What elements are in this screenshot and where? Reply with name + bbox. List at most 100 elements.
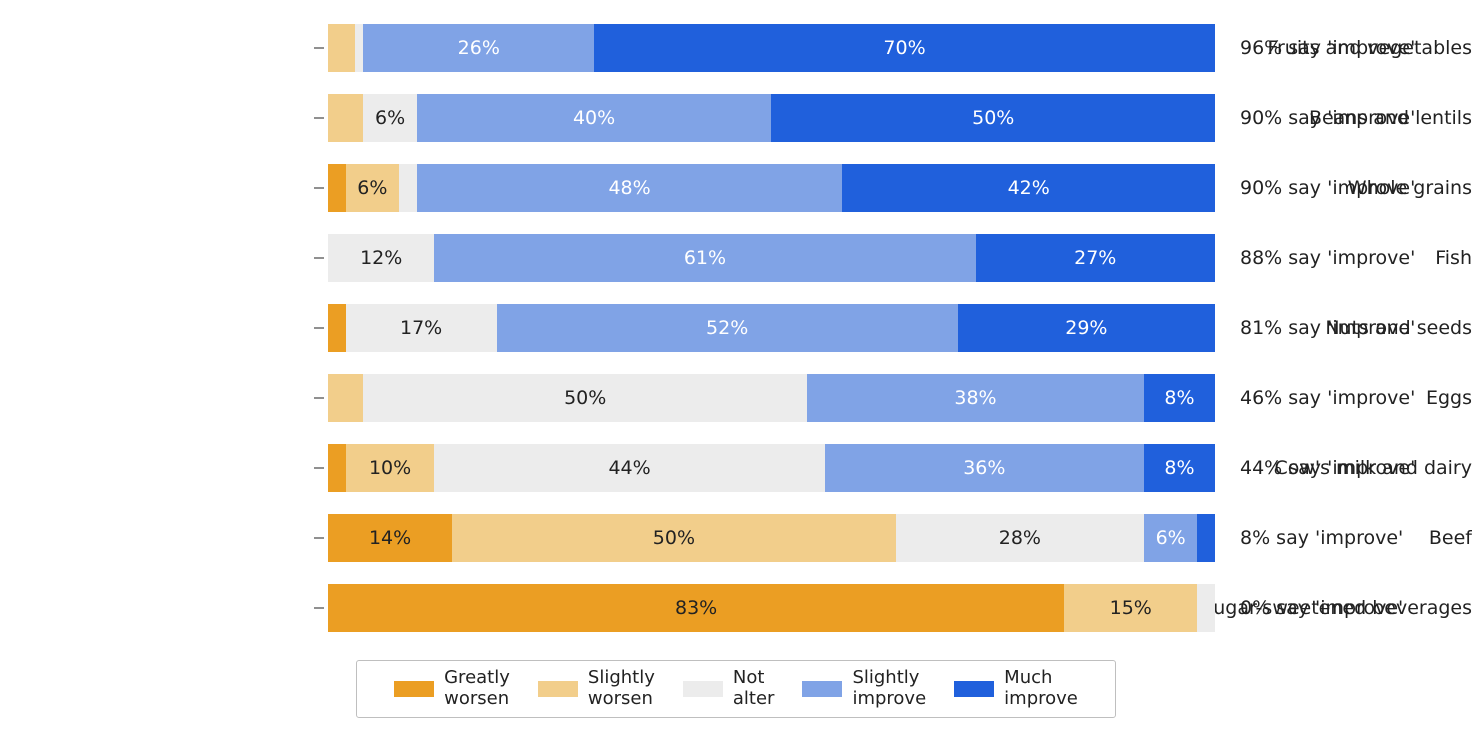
legend-label: Muchimprove bbox=[1004, 668, 1078, 709]
bar: 17% 52% 29% bbox=[328, 304, 1215, 352]
bar-segment-greatly_worsen bbox=[328, 164, 346, 212]
legend-label-line: Much bbox=[1004, 668, 1078, 689]
bar-segment-slightly_improve: 61% bbox=[434, 234, 975, 282]
y-tick bbox=[314, 188, 324, 189]
bar-segment-greatly_worsen bbox=[328, 304, 346, 352]
summary-label: 96% say 'improve' bbox=[1240, 37, 1415, 59]
bar-segment-label: 12% bbox=[360, 247, 402, 269]
legend-label-line: Slightly bbox=[588, 668, 655, 689]
bar-segment-label: 28% bbox=[999, 527, 1041, 549]
bar-segment-label: 38% bbox=[954, 387, 996, 409]
legend-label: Slightlyimprove bbox=[852, 668, 926, 709]
bar-segment-much_improve bbox=[1197, 514, 1215, 562]
bar-segment-label: 27% bbox=[1074, 247, 1116, 269]
legend-item-slightly_worsen: Slightlyworsen bbox=[538, 668, 655, 709]
bar-segment-slightly_worsen bbox=[328, 24, 355, 72]
legend-label-line: improve bbox=[852, 689, 926, 710]
bar-segment-slightly_improve: 52% bbox=[497, 304, 958, 352]
bar: 83% 15% bbox=[328, 584, 1215, 632]
bar-segment-slightly_worsen: 50% bbox=[452, 514, 896, 562]
y-tick bbox=[314, 48, 324, 49]
bar-segment-slightly_worsen bbox=[328, 94, 363, 142]
summary-label: 44% say 'improve' bbox=[1240, 457, 1415, 479]
bar-segment-not_alter: 28% bbox=[896, 514, 1144, 562]
legend-label-line: worsen bbox=[588, 689, 655, 710]
bar-segment-greatly_worsen: 14% bbox=[328, 514, 452, 562]
bar-segment-slightly_improve: 38% bbox=[807, 374, 1144, 422]
legend-label-line: Slightly bbox=[852, 668, 926, 689]
bar-segment-slightly_improve: 40% bbox=[417, 94, 772, 142]
bar-segment-not_alter: 50% bbox=[363, 374, 807, 422]
chart-row: Sugar-sweetened beverages83%15%0% say 'i… bbox=[0, 584, 1472, 632]
stacked-bar-chart: Fruits and vegetables26%70%96% say 'impr… bbox=[0, 0, 1472, 743]
bar-segment-greatly_worsen bbox=[328, 444, 346, 492]
bar: 6% 48% 42% bbox=[328, 164, 1215, 212]
bar-segment-label: 15% bbox=[1110, 597, 1152, 619]
bar-segment-label: 10% bbox=[369, 457, 411, 479]
bar-segment-not_alter: 17% bbox=[346, 304, 497, 352]
y-tick bbox=[314, 608, 324, 609]
legend-swatch bbox=[538, 681, 578, 697]
bar-segment-label: 26% bbox=[458, 37, 500, 59]
bar-segment-much_improve: 42% bbox=[842, 164, 1215, 212]
legend-item-much_improve: Muchimprove bbox=[954, 668, 1078, 709]
bar-segment-label: 48% bbox=[608, 177, 650, 199]
bar: 50% 38% 8% bbox=[328, 374, 1215, 422]
bar-segment-label: 29% bbox=[1065, 317, 1107, 339]
summary-label: 90% say 'improve' bbox=[1240, 177, 1415, 199]
legend-label-line: Greatly bbox=[444, 668, 510, 689]
legend-label-line: worsen bbox=[444, 689, 510, 710]
bar-segment-slightly_worsen: 10% bbox=[346, 444, 435, 492]
chart-row: Whole grains6%48%42%90% say 'improve' bbox=[0, 164, 1472, 212]
summary-label: 8% say 'improve' bbox=[1240, 527, 1403, 549]
bar: 6% 40% 50% bbox=[328, 94, 1215, 142]
y-tick bbox=[314, 538, 324, 539]
legend-swatch bbox=[394, 681, 434, 697]
legend-label: Slightlyworsen bbox=[588, 668, 655, 709]
bar-segment-label: 6% bbox=[375, 107, 405, 129]
bar-segment-label: 83% bbox=[675, 597, 717, 619]
bar-segment-label: 17% bbox=[400, 317, 442, 339]
y-tick bbox=[314, 398, 324, 399]
bar-segment-label: 50% bbox=[564, 387, 606, 409]
y-tick bbox=[314, 328, 324, 329]
chart-row: Beans and lentils6%40%50%90% say 'improv… bbox=[0, 94, 1472, 142]
bar-segment-slightly_improve: 26% bbox=[363, 24, 594, 72]
bar-segment-slightly_improve: 6% bbox=[1144, 514, 1197, 562]
bar-segment-much_improve: 70% bbox=[594, 24, 1215, 72]
bar-segment-label: 50% bbox=[972, 107, 1014, 129]
legend-item-not_alter: Notalter bbox=[683, 668, 775, 709]
y-tick bbox=[314, 118, 324, 119]
bar-segment-slightly_improve: 36% bbox=[825, 444, 1144, 492]
legend-item-greatly_worsen: Greatlyworsen bbox=[394, 668, 510, 709]
legend-item-slightly_improve: Slightlyimprove bbox=[802, 668, 926, 709]
bar-segment-label: 70% bbox=[883, 37, 925, 59]
bar-segment-much_improve: 8% bbox=[1144, 374, 1215, 422]
bar-segment-label: 6% bbox=[357, 177, 387, 199]
legend-swatch bbox=[954, 681, 994, 697]
legend-swatch bbox=[683, 681, 723, 697]
summary-label: 0% say 'improve' bbox=[1240, 597, 1403, 619]
legend-label-line: alter bbox=[733, 689, 775, 710]
bar-segment-label: 52% bbox=[706, 317, 748, 339]
chart-row: Eggs50%38%8%46% say 'improve' bbox=[0, 374, 1472, 422]
bar-segment-label: 8% bbox=[1164, 387, 1194, 409]
bar-segment-label: 42% bbox=[1008, 177, 1050, 199]
bar-segment-label: 61% bbox=[684, 247, 726, 269]
chart-row: Beef14%50%28%6%8% say 'improve' bbox=[0, 514, 1472, 562]
bar-segment-slightly_improve: 48% bbox=[417, 164, 843, 212]
bar-segment-label: 50% bbox=[653, 527, 695, 549]
bar-segment-label: 14% bbox=[369, 527, 411, 549]
summary-label: 46% say 'improve' bbox=[1240, 387, 1415, 409]
legend: GreatlyworsenSlightlyworsenNotalterSligh… bbox=[356, 660, 1116, 718]
legend-label-line: improve bbox=[1004, 689, 1078, 710]
bar-segment-much_improve: 27% bbox=[976, 234, 1215, 282]
bar-segment-much_improve: 8% bbox=[1144, 444, 1215, 492]
bar-segment-slightly_worsen: 15% bbox=[1064, 584, 1197, 632]
bar: 14% 50% 28% 6% bbox=[328, 514, 1215, 562]
chart-row: Cow's milk and dairy10%44%36%8%44% say '… bbox=[0, 444, 1472, 492]
bar-segment-slightly_worsen bbox=[328, 374, 363, 422]
bar: 26% 70% bbox=[328, 24, 1215, 72]
chart-row: Nuts and seeds17%52%29%81% say 'improve' bbox=[0, 304, 1472, 352]
chart-row: Fish12%61%27%88% say 'improve' bbox=[0, 234, 1472, 282]
